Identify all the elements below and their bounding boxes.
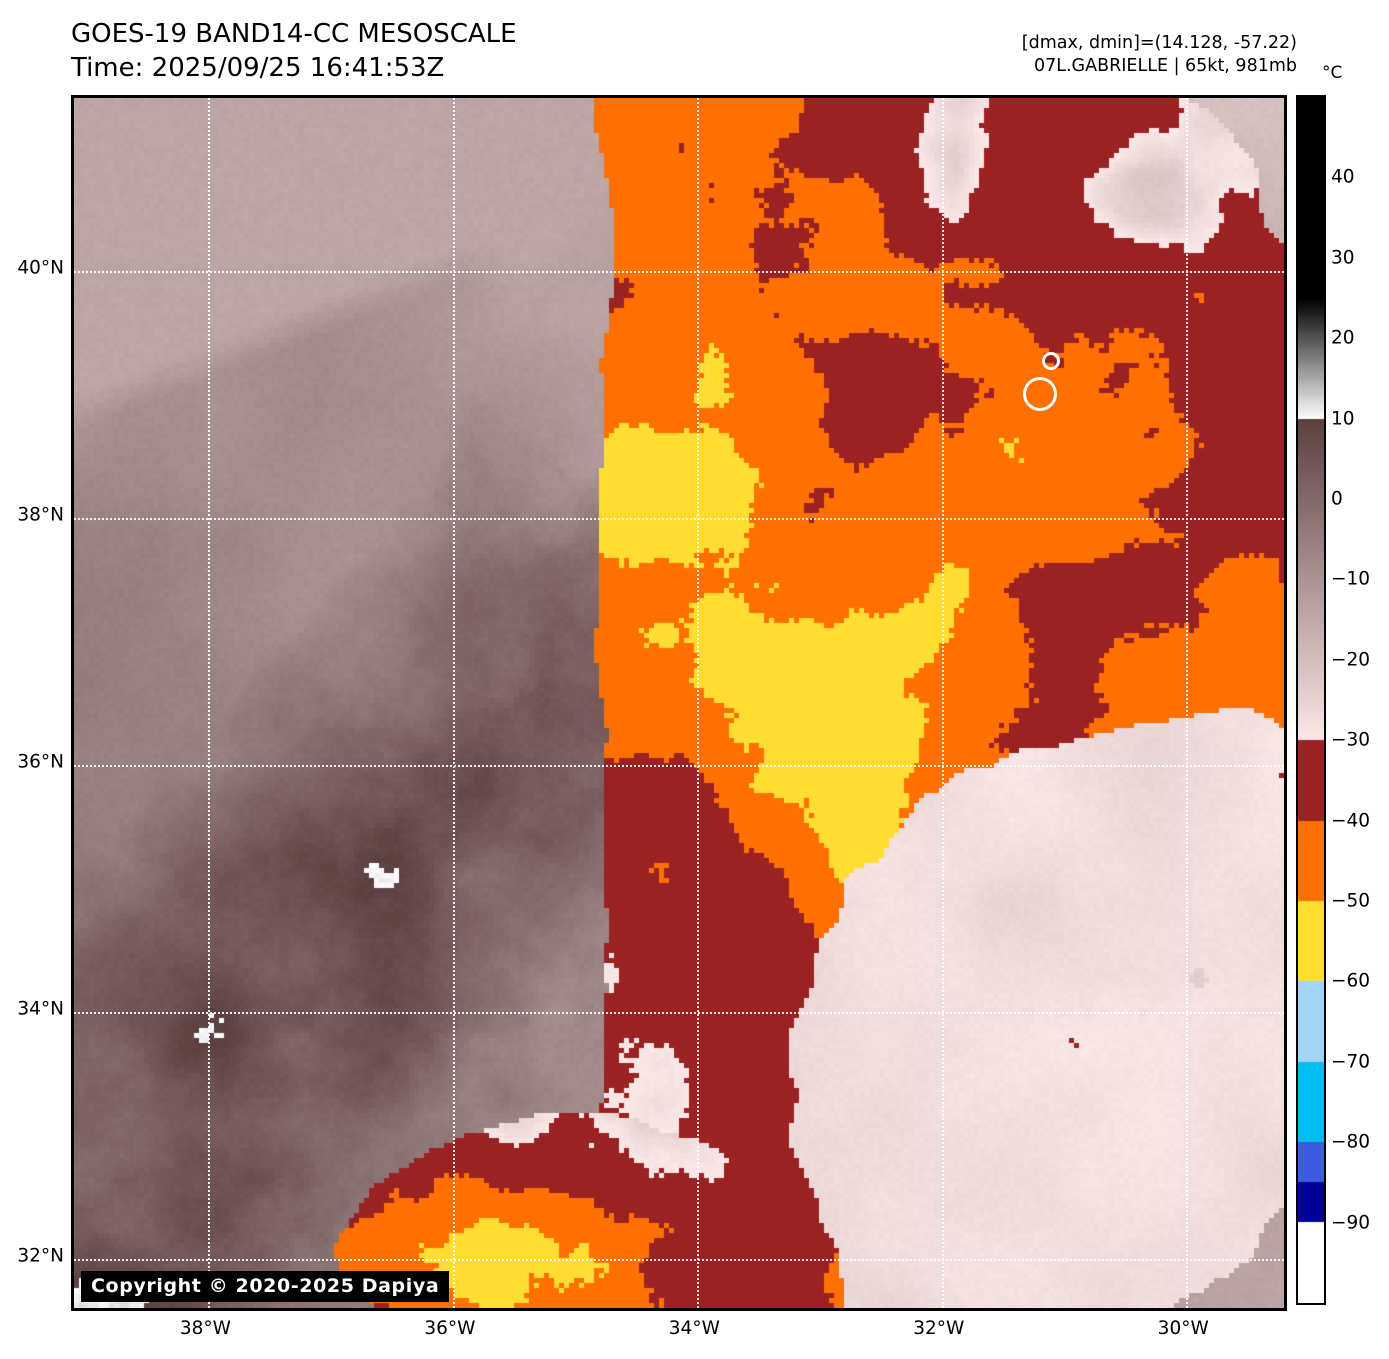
copyright-label: Copyright © 2020-2025 Dapiya: [81, 1271, 450, 1302]
data-range-label: [dmax, dmin]=(14.128, -57.22): [1021, 33, 1297, 53]
figure-metadata-block: [dmax, dmin]=(14.128, -57.22) 07L.GABRIE…: [1022, 32, 1297, 78]
colorbar-tick-label: −30: [1331, 729, 1371, 751]
colorbar-tick-label: 0: [1331, 488, 1343, 510]
colorbar-tick-label: −90: [1331, 1212, 1371, 1234]
colorbar-tick-label: −10: [1331, 568, 1371, 590]
colorbar-tick-label: −70: [1331, 1051, 1371, 1073]
colorbar-tick-label: −60: [1331, 970, 1371, 992]
timestamp-label: Time: 2025/09/25 16:41:53Z: [71, 52, 445, 83]
temperature-colorbar[interactable]: [1296, 95, 1326, 1305]
x-axis-tick-label: 34°W: [668, 1318, 720, 1339]
y-axis-tick-label: 40°N: [17, 257, 64, 279]
colorbar-tick-label: −40: [1331, 810, 1371, 832]
colorbar-tick-label: −50: [1331, 890, 1371, 912]
colorbar-tick-label: 10: [1331, 408, 1355, 430]
x-axis-tick-label: 36°W: [424, 1318, 476, 1339]
storm-info-label: 07L.GABRIELLE | 65kt, 981mb: [1033, 56, 1297, 77]
satellite-plot-area[interactable]: Copyright © 2020-2025 Dapiya: [71, 95, 1287, 1311]
y-axis-tick-label: 32°N: [17, 1245, 64, 1267]
figure-title-block: GOES-19 BAND14-CC MESOSCALE Time: 2025/0…: [71, 18, 517, 86]
x-axis-tick-label: 38°W: [179, 1318, 231, 1339]
colorbar-tick-label: 30: [1331, 247, 1355, 269]
page-title: GOES-19 BAND14-CC MESOSCALE: [71, 19, 517, 49]
storm-center-large: [1023, 377, 1057, 411]
colorbar-tick-label: −20: [1331, 649, 1371, 671]
y-axis-tick-label: 38°N: [17, 504, 64, 526]
y-axis-tick-label: 36°N: [17, 751, 64, 773]
colorbar-gradient: [1298, 97, 1324, 1303]
storm-center-small: [1042, 352, 1060, 370]
colorbar-unit-label: °C: [1322, 63, 1343, 83]
colorbar-tick-label: 20: [1331, 327, 1355, 349]
y-axis-tick-label: 34°N: [17, 998, 64, 1020]
colorbar-tick-label: 40: [1331, 166, 1355, 188]
x-axis-tick-label: 32°W: [913, 1318, 965, 1339]
colorbar-tick-label: −80: [1331, 1131, 1371, 1153]
satellite-imagery-canvas: [74, 98, 1284, 1308]
x-axis-tick-label: 30°W: [1157, 1318, 1209, 1339]
